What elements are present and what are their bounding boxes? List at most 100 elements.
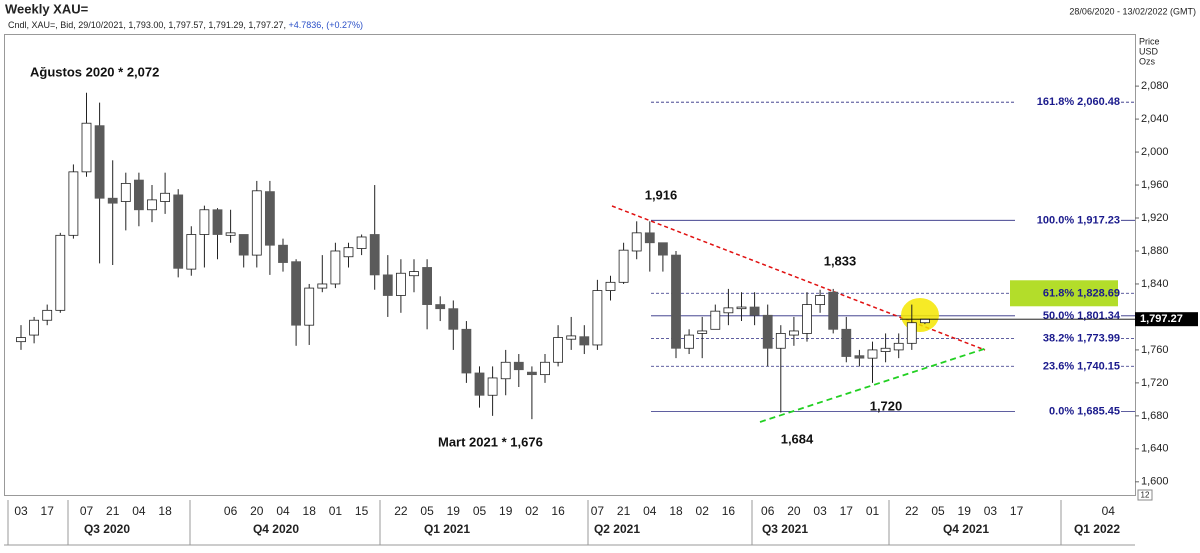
date-range: 28/06/2020 - 13/02/2022 (GMT): [1069, 6, 1196, 16]
fib-label-bg: [1015, 214, 1121, 227]
candle-body: [487, 377, 498, 396]
candle-body: [395, 272, 406, 296]
fib-value: 1,685.45: [1077, 405, 1120, 417]
candle-body: [540, 361, 550, 376]
x-tick-label: 18: [158, 504, 172, 518]
candle-body: [133, 179, 144, 211]
y-tick-label: 1,840: [1141, 278, 1169, 290]
x-tick-label: 04: [1102, 504, 1116, 518]
fib-label-bg: [1015, 332, 1121, 345]
x-tick-label: 05: [473, 504, 487, 518]
x-tick-label: 03: [14, 504, 28, 518]
annotation: 1,684: [781, 431, 814, 446]
candle-body: [500, 361, 511, 380]
fib-percent: 0.0%: [1049, 405, 1074, 417]
axis-header: Ozs: [1139, 56, 1156, 66]
fib-value: 1,917.23: [1077, 214, 1120, 226]
candle-body: [304, 287, 315, 326]
candle-body: [55, 234, 66, 311]
quarter-label: Q4 2020: [253, 522, 299, 536]
fib-label: 38.2% 1,773.99: [1043, 332, 1120, 344]
candle-body: [94, 125, 105, 199]
fib-percent: 61.8%: [1043, 287, 1074, 299]
fib-label: 50.0% 1,801.34: [1043, 310, 1121, 322]
x-tick-label: 20: [250, 504, 264, 518]
candle-body: [369, 234, 380, 276]
y-tick-label: 1,960: [1141, 179, 1169, 191]
candle-body: [448, 308, 459, 330]
fib-label: 0.0% 1,685.45: [1049, 405, 1120, 417]
candle-body: [736, 306, 747, 310]
fib-label-bg: [1015, 360, 1121, 373]
x-tick-label: 01: [329, 504, 343, 518]
axis-header: USD: [1139, 46, 1159, 56]
resistance-trendline: [611, 205, 986, 351]
candle-body: [906, 322, 917, 344]
candle-body: [343, 247, 354, 258]
fib-value: 1,773.99: [1077, 332, 1120, 344]
fib-percent: 100.0%: [1037, 214, 1075, 226]
fib-value: 1,740.15: [1077, 360, 1120, 372]
candle-body: [422, 267, 433, 305]
axis-header: Price: [1139, 36, 1160, 46]
fib-label: 161.8% 2,060.48: [1037, 96, 1120, 108]
fib-label: 23.6% 1,740.15: [1043, 360, 1120, 372]
candle-body: [29, 319, 40, 336]
y-tick-label: 2,000: [1141, 146, 1169, 158]
candle-body: [815, 295, 825, 305]
candle-body: [828, 291, 839, 330]
candle-body: [697, 330, 708, 334]
x-tick-label: 03: [984, 504, 998, 518]
x-tick-label: 05: [931, 504, 945, 518]
x-tick-label: 17: [41, 504, 55, 518]
quarter-label: Q4 2021: [943, 522, 989, 536]
fib-value: 1,828.69: [1077, 287, 1120, 299]
corner-label: 12: [1141, 491, 1150, 500]
candle-body: [409, 271, 419, 277]
candle-body: [920, 318, 930, 324]
fib-label-bg: [1015, 405, 1121, 418]
fib-percent: 23.6%: [1043, 360, 1074, 372]
annotation: 1,833: [824, 253, 857, 268]
candle-body: [186, 234, 197, 270]
quarter-label: Q1 2022: [1074, 522, 1120, 536]
candle-body: [160, 192, 171, 202]
x-tick-label: 22: [394, 504, 408, 518]
candle-body: [474, 372, 485, 396]
y-tick-label: 1,760: [1141, 344, 1169, 356]
candle-body: [527, 371, 537, 376]
candle-body: [658, 242, 668, 256]
annotation: 1,720: [870, 398, 903, 413]
x-tick-label: 18: [303, 504, 317, 518]
candle-body: [762, 314, 773, 349]
candle-body: [684, 334, 694, 349]
x-tick-label: 04: [132, 504, 146, 518]
fib-label: 61.8% 1,828.69: [1043, 287, 1120, 299]
y-tick-label: 1,880: [1141, 245, 1169, 257]
candle-body: [631, 232, 642, 252]
chart-title: Weekly XAU=: [5, 1, 89, 16]
fib-label: 100.0% 1,917.23: [1037, 214, 1120, 226]
candle-body: [212, 209, 223, 235]
quarter-label: Q2 2021: [594, 522, 640, 536]
candle-body: [251, 190, 262, 256]
candle-body: [644, 232, 655, 244]
candle-body: [356, 236, 367, 249]
candle-body: [854, 355, 865, 359]
candle-body: [330, 250, 341, 285]
y-tick-label: 1,720: [1141, 377, 1169, 389]
candle-body: [592, 290, 603, 346]
fib-value: 1,801.34: [1077, 310, 1121, 322]
candle-body: [173, 194, 184, 269]
candle-body: [42, 309, 53, 321]
candle-body: [553, 337, 563, 363]
x-tick-label: 04: [643, 504, 657, 518]
y-tick-label: 2,080: [1141, 80, 1169, 92]
x-tick-label: 19: [447, 504, 461, 518]
annotation: 1,916: [645, 187, 678, 202]
x-tick-label: 19: [499, 504, 513, 518]
x-tick-label: 05: [420, 504, 434, 518]
candle-body: [291, 261, 302, 326]
y-tick-label: 1,680: [1141, 410, 1169, 422]
subtitle-change: +4.7836, (+0.27%): [288, 20, 363, 30]
